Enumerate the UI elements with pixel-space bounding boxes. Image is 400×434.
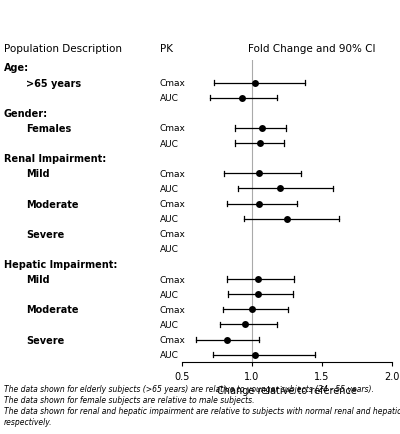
Text: Cmax: Cmax [160,124,186,133]
Text: Renal Impairment:: Renal Impairment: [4,154,106,164]
Text: Hepatic Impairment:: Hepatic Impairment: [4,260,117,270]
Text: AUC: AUC [160,290,179,299]
Text: Cmax: Cmax [160,335,186,344]
Text: Moderate: Moderate [26,305,78,315]
Text: Severe: Severe [26,229,64,239]
X-axis label: Change relative to reference: Change relative to reference [217,385,357,395]
Text: AUC: AUC [160,94,179,103]
Text: Cmax: Cmax [160,169,186,178]
Text: Mild: Mild [26,274,50,284]
Text: AUC: AUC [160,350,179,359]
Text: AUC: AUC [160,245,179,254]
Text: The data shown for renal and hepatic impairment are relative to subjects with no: The data shown for renal and hepatic imp… [4,406,400,415]
Text: Severe: Severe [26,335,64,345]
Text: Females: Females [26,124,71,134]
Text: Mild: Mild [26,169,50,179]
Text: The data shown for female subjects are relative to male subjects.: The data shown for female subjects are r… [4,395,254,404]
Text: >65 years: >65 years [26,79,81,89]
Text: Cmax: Cmax [160,230,186,239]
Text: AUC: AUC [160,320,179,329]
Text: Cmax: Cmax [160,79,186,88]
Text: Moderate: Moderate [26,199,78,209]
Text: Cmax: Cmax [160,305,186,314]
Text: Age:: Age: [4,63,29,73]
Text: Fold Change and 90% CI: Fold Change and 90% CI [248,44,376,54]
Text: respectively.: respectively. [4,417,52,426]
Text: Cmax: Cmax [160,200,186,208]
Text: AUC: AUC [160,139,179,148]
Text: The data shown for elderly subjects (>65 years) are relative to younger subjects: The data shown for elderly subjects (>65… [4,384,374,393]
Text: AUC: AUC [160,184,179,194]
Text: Population Description: Population Description [4,44,122,54]
Text: Gender:: Gender: [4,108,48,118]
Text: PK: PK [160,44,173,54]
Text: Cmax: Cmax [160,275,186,284]
Text: AUC: AUC [160,215,179,224]
